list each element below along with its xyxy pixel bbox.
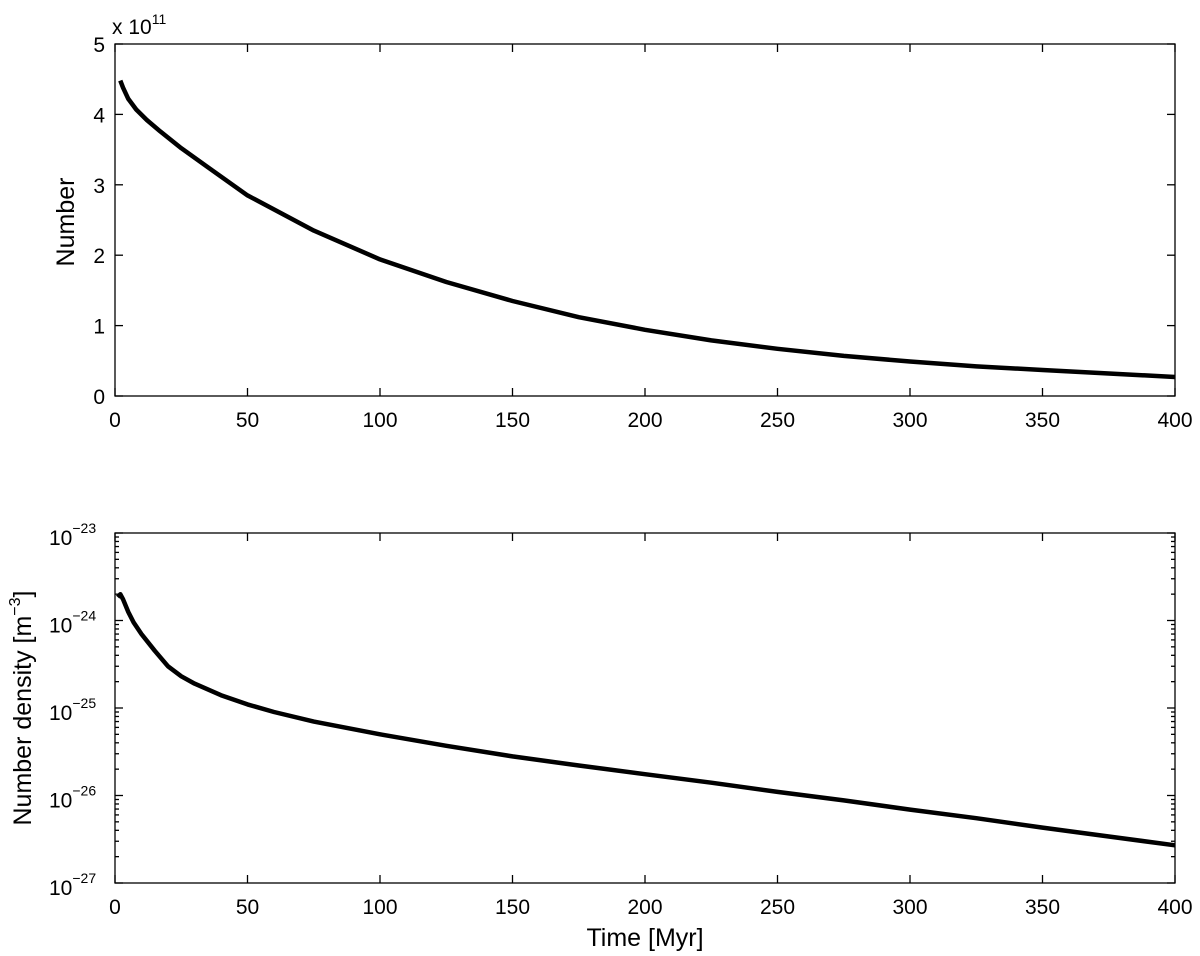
x-tick-label: 50 bbox=[236, 896, 259, 919]
top-series-line bbox=[118, 79, 1176, 380]
y-tick-label-base: 10 bbox=[49, 877, 72, 900]
y-tick-label: 1 bbox=[93, 316, 105, 339]
y-tick-label-exponent: −25 bbox=[72, 695, 96, 711]
y-tick-label: 10−27 bbox=[49, 870, 96, 900]
x-tick-label: 250 bbox=[760, 409, 795, 432]
bottom-y-axis-label: Number density [m−3] bbox=[7, 591, 37, 826]
bottom-x-tick-labels: 0 50 100 150 200 250 300 350 400 bbox=[109, 896, 1192, 919]
y-tick-label: 3 bbox=[93, 175, 105, 198]
y-tick-label: 4 bbox=[93, 104, 105, 127]
bottom-series-line bbox=[116, 591, 1176, 848]
y-tick-label-base: 10 bbox=[49, 527, 72, 550]
y-tick-label-base: 10 bbox=[49, 790, 72, 813]
bottom-plot-frame bbox=[114, 532, 1176, 884]
y-tick-label-base: 10 bbox=[49, 615, 72, 638]
y-tick-label: 0 bbox=[93, 386, 105, 409]
x-tick-label: 100 bbox=[362, 896, 397, 919]
bottom-ticks bbox=[114, 532, 1176, 884]
top-y-axis-label: Number bbox=[52, 178, 80, 267]
y-tick-label: 10−24 bbox=[49, 608, 96, 638]
x-tick-label: 350 bbox=[1025, 896, 1060, 919]
y-tick-label-base: 10 bbox=[49, 702, 72, 725]
y-tick-label: 10−25 bbox=[49, 695, 96, 725]
y-tick-label: 5 bbox=[93, 34, 105, 57]
top-y-multiplier: x 1011 bbox=[112, 11, 166, 39]
y-tick-label: 10−23 bbox=[49, 520, 96, 550]
y-tick-label-exponent: −27 bbox=[72, 870, 96, 886]
top-ticks bbox=[114, 43, 1176, 397]
x-tick-label: 400 bbox=[1157, 409, 1192, 432]
x-tick-label: 350 bbox=[1025, 409, 1060, 432]
bottom-x-axis-label: Time [Myr] bbox=[586, 924, 703, 952]
y-tick-label-exponent: −26 bbox=[72, 783, 96, 799]
x-tick-label: 150 bbox=[495, 896, 530, 919]
y-tick-label: 2 bbox=[93, 245, 105, 268]
x-tick-label: 200 bbox=[627, 409, 662, 432]
x-tick-label: 300 bbox=[892, 896, 927, 919]
x-tick-label: 200 bbox=[627, 896, 662, 919]
x-tick-label: 150 bbox=[495, 409, 530, 432]
y-tick-label: 10−26 bbox=[49, 783, 96, 813]
x-tick-label: 400 bbox=[1157, 896, 1192, 919]
y-tick-label-exponent: −24 bbox=[72, 608, 96, 624]
top-plot-frame bbox=[114, 43, 1176, 397]
top-x-tick-labels: 0 50 100 150 200 250 300 350 400 bbox=[109, 409, 1192, 432]
x-tick-label: 300 bbox=[892, 409, 927, 432]
top-panel: 0 50 100 150 200 250 300 350 400 0 1 2 3 4 5 Number x… bbox=[52, 11, 1193, 432]
x-tick-label: 50 bbox=[236, 409, 259, 432]
x-tick-label: 250 bbox=[760, 896, 795, 919]
x-tick-label: 0 bbox=[109, 896, 121, 919]
bottom-panel: 0 50 100 150 200 250 300 350 400 10−2310−2410−25… bbox=[7, 520, 1193, 952]
x-tick-label: 100 bbox=[362, 409, 397, 432]
y-tick-label-exponent: −23 bbox=[72, 520, 96, 536]
x-tick-label: 0 bbox=[109, 409, 121, 432]
top-y-tick-labels: 0 1 2 3 4 5 bbox=[93, 34, 105, 409]
